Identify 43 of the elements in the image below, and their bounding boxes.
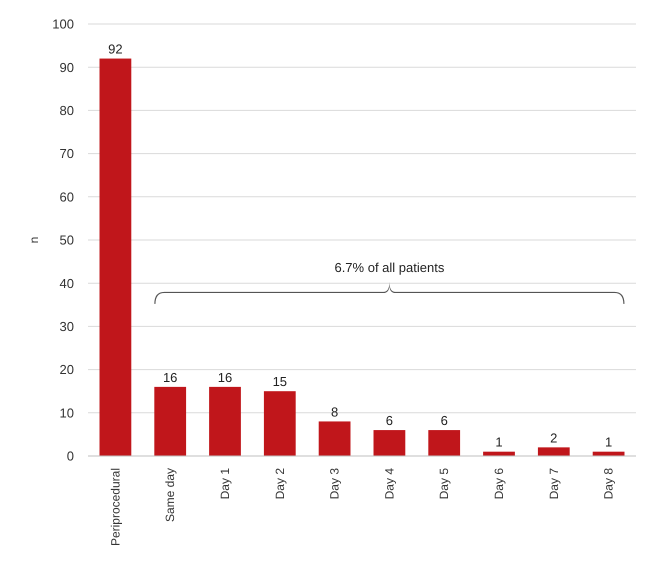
y-tick-label: 40: [60, 276, 74, 291]
y-tick-label: 100: [52, 16, 74, 32]
bar: [538, 447, 570, 456]
data-label: 16: [218, 370, 232, 385]
y-tick-label: 30: [60, 318, 74, 334]
y-tick-label: 20: [60, 362, 74, 378]
x-tick-label: Same day: [163, 468, 178, 522]
x-tick-label: Periprocedural: [108, 468, 122, 546]
y-tick-label: 80: [60, 102, 74, 118]
bar: [264, 391, 296, 456]
x-tick-label: Day 8: [602, 468, 616, 500]
data-label: 6: [440, 413, 448, 428]
data-label: 16: [162, 370, 178, 385]
x-tick-label: Day 4: [382, 468, 396, 500]
annotation: 6.7% of all patients: [334, 260, 445, 275]
y-axis-title: n: [27, 236, 41, 244]
bar: [428, 430, 460, 456]
x-tick-label: Day 6: [492, 468, 506, 500]
x-tick-label: Day 3: [328, 468, 342, 500]
bar: [209, 386, 241, 456]
x-tick-label: Day 7: [546, 468, 561, 500]
data-label: 15: [272, 374, 288, 390]
y-tick-label: 70: [60, 146, 74, 162]
y-tick-label: 60: [60, 189, 74, 204]
bar: [318, 421, 350, 456]
data-label: 1: [604, 434, 612, 450]
x-tick-label: Day 5: [437, 468, 452, 500]
y-tick-label: 10: [60, 405, 74, 420]
y-tick-label: 90: [60, 60, 74, 75]
bar: [154, 386, 186, 456]
data-label: 1: [495, 434, 503, 450]
x-tick-label: Day 2: [272, 468, 287, 500]
bar: [483, 452, 515, 456]
bar: [374, 430, 406, 456]
y-tick-label: 0: [66, 448, 74, 464]
y-tick-label: 50: [60, 232, 74, 248]
x-tick-label: Day 1: [218, 468, 232, 500]
data-label: 92: [108, 42, 123, 57]
data-label: 2: [550, 430, 558, 446]
data-label: 8: [330, 404, 338, 420]
data-label: 6: [386, 413, 394, 428]
bar: [100, 58, 132, 456]
bar: [592, 452, 624, 456]
